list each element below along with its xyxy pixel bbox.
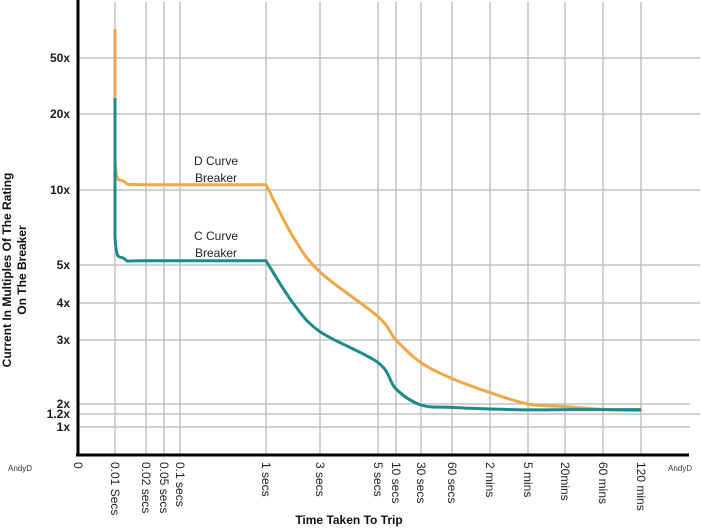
grid [78, 2, 700, 455]
d-curve-line [113, 29, 643, 413]
axes [76, 0, 689, 457]
x-tick-label: 0.05 secs [157, 462, 171, 513]
credit-left: AndyD [8, 464, 32, 473]
x-tick-label: 60 secs [445, 462, 459, 503]
x-tick-label: 0.01 Secs [108, 462, 122, 515]
x-tick-label: 5 mins [521, 462, 535, 497]
y-tick-label: 4x [57, 296, 71, 310]
y-tick-label: 1.2x [47, 407, 71, 421]
y-axis-title-line2: On The Breaker [15, 225, 29, 315]
c-curve-label-line2: Breaker [195, 246, 237, 260]
x-tick-label: 5 secs [371, 462, 385, 497]
x-tick-label: 0.02 secs [139, 462, 153, 513]
x-axis-title: Time Taken To Trip [295, 513, 402, 527]
c-curve-line [113, 98, 641, 412]
x-tick-labels: 0 0.01 Secs 0.02 secs 0.05 secs 0.1 secs 1 se… [71, 462, 648, 515]
x-tick-label: 2 mins [483, 462, 497, 497]
y-tick-label: 5x [57, 258, 71, 272]
x-tick-label: 1 secs [259, 462, 273, 497]
series-lines [113, 29, 643, 413]
x-tick-label: 60 mins [596, 462, 610, 504]
y-tick-label: 3x [57, 333, 71, 347]
x-tick-label: 10 secs [389, 462, 403, 503]
y-axis-title-line1: Current In Multiples Of The Rating [0, 173, 14, 368]
x-tick-label: 30 secs [414, 462, 428, 503]
credit-right: AndyD [668, 464, 692, 473]
x-tick-label: 120 mins [634, 462, 648, 511]
d-curve-label-line2: Breaker [195, 171, 237, 185]
d-curve-label-line1: D Curve [194, 154, 238, 168]
y-tick-label: 2x [57, 397, 71, 411]
y-tick-label: 1x [57, 420, 71, 434]
y-tick-label: 20x [50, 107, 70, 121]
x-tick-label: 3 secs [313, 462, 327, 497]
c-curve-label-line1: C Curve [194, 229, 238, 243]
x-tick-label: 20mins [558, 462, 572, 501]
x-tick-label: 0.1 secs [173, 462, 187, 507]
x-tick-label: 0 [71, 462, 85, 469]
y-tick-label: 50x [50, 51, 70, 65]
y-tick-label: 10x [50, 183, 70, 197]
